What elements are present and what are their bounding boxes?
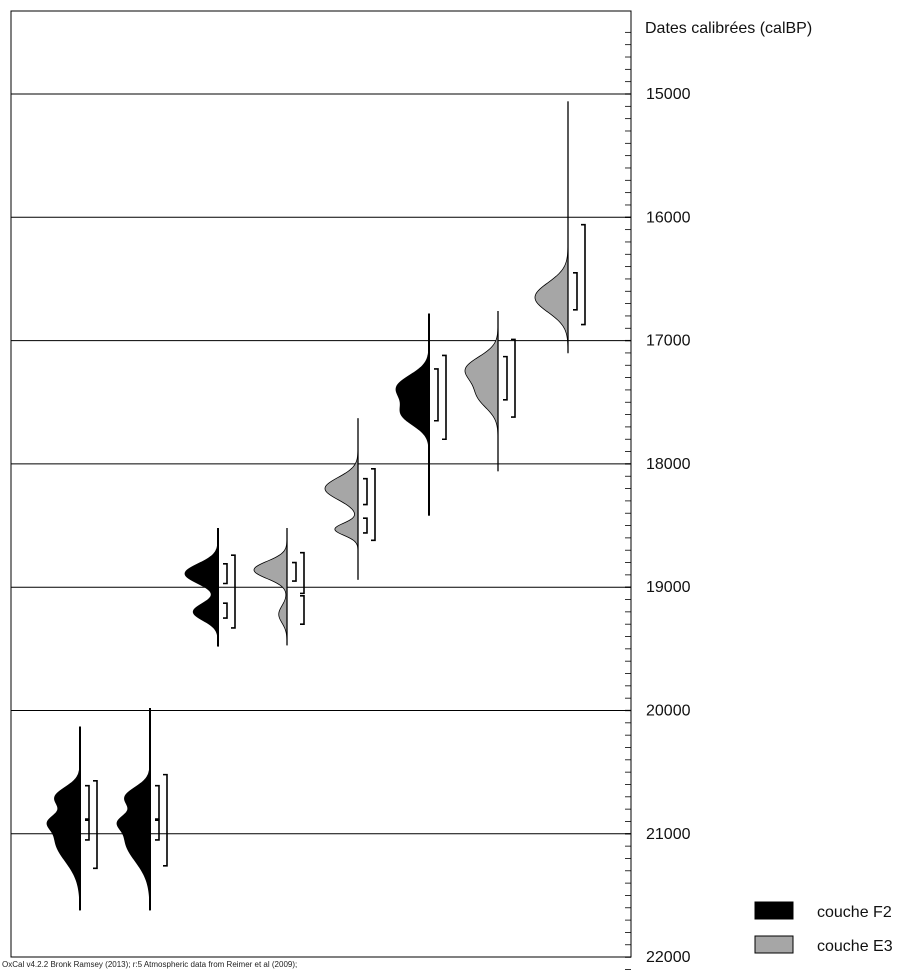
sigma1-bracket [363,517,368,534]
tick-label: 21000 [646,826,691,843]
sigma1-bracket [434,368,439,422]
sigma2-bracket [581,223,586,326]
sigma1-bracket [155,819,160,841]
sigma2-bracket [300,595,305,625]
sigma1-bracket [223,602,228,619]
legend-swatch [754,901,794,920]
sigma2-bracket [231,554,236,629]
sigma2-bracket [300,551,305,595]
sigma1-bracket [363,477,368,506]
legend-label: couche F2 [817,904,892,921]
density-curve [253,528,288,646]
density-curve [534,101,569,354]
density-curve [46,726,81,911]
sigma2-bracket [163,773,168,867]
legend-label: couche E3 [817,938,893,955]
sigma2-bracket [511,338,516,418]
sigma1-bracket [155,784,160,820]
sample-distribution [253,528,305,646]
density-curve [116,708,151,911]
density-curve [464,311,499,472]
sigma2-bracket [371,468,376,542]
density-curve [324,418,359,580]
sample-distribution [534,101,586,354]
sigma1-bracket [85,784,90,820]
tick-label: 18000 [646,456,691,473]
sigma1-bracket [503,355,508,401]
sample-distribution [395,313,447,516]
axis-title: Dates calibrées (calBP) [645,20,812,37]
sigma1-bracket [292,561,297,582]
tick-label: 19000 [646,579,691,596]
plot-frame [10,10,632,958]
tick-label: 20000 [646,703,691,720]
sample-distribution [116,708,168,911]
sigma1-bracket [573,271,578,311]
legend-swatch [754,935,794,954]
tick-label: 16000 [646,209,691,226]
gridlines [11,93,631,835]
density-curve [395,313,430,516]
sigma1-bracket [85,819,90,841]
sigma2-bracket [93,779,98,870]
legend: couche F2 couche E3 [754,901,893,955]
tick-label: 15000 [646,86,691,103]
sample-distribution [46,726,98,911]
sample-distribution [324,418,376,580]
tick-label: 17000 [646,333,691,350]
sample-distribution [464,311,516,472]
sigma1-bracket [223,562,228,585]
credit-text: OxCal v4.2.2 Bronk Ramsey (2013); r:5 At… [2,960,298,969]
sigma2-bracket [442,354,447,441]
distributions [46,101,586,911]
tick-label: 22000 [646,949,691,966]
y-axis: 15000 16000 17000 18000 19000 20000 21000 22000 [625,31,691,970]
sample-distribution [184,528,236,647]
